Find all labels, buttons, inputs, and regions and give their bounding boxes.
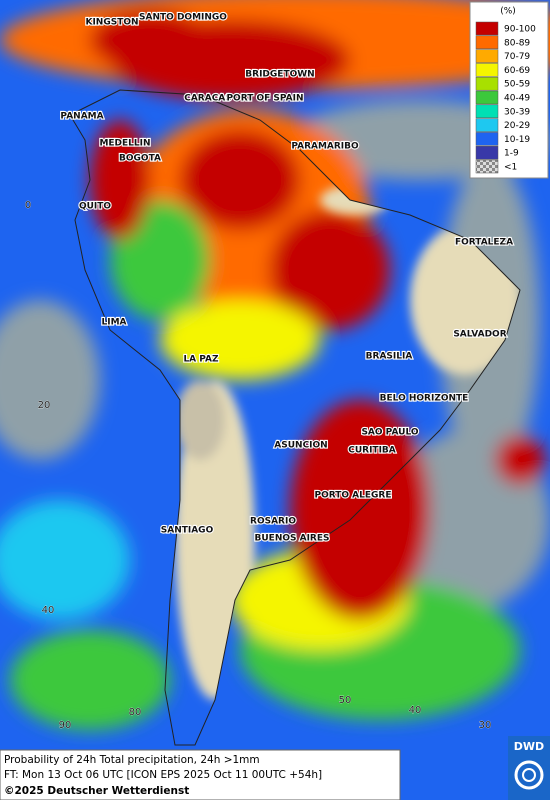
city-label: PORT OF SPAIN	[226, 94, 303, 104]
grid-label: 0	[25, 200, 31, 211]
city-label: SANTO DOMINGO	[139, 13, 227, 23]
caption-line: ©2025 Deutscher Wetterdienst	[4, 785, 189, 797]
legend-swatch	[475, 63, 499, 77]
legend-label: <1	[504, 163, 517, 173]
legend-label: 30-39	[504, 107, 530, 117]
legend-label: 40-49	[504, 94, 530, 104]
city-label: BOGOTA	[119, 154, 161, 164]
city-label: BUENOS AIRES	[255, 534, 330, 544]
city-label: ROSARIO	[250, 517, 296, 527]
legend-label: 1-9	[504, 149, 519, 159]
city-label: PARAMARIBO	[291, 142, 359, 152]
legend-swatch	[475, 104, 499, 119]
city-label: PORTO ALEGRE	[314, 491, 391, 501]
city-label: LA PAZ	[183, 355, 219, 365]
city-label: BELO HORIZONTE	[380, 394, 469, 404]
legend: (%) 90-100 80-89 70-79 60-69 50-59 40-49 30-39…	[469, 1, 549, 179]
logo-text: DWD	[514, 740, 544, 753]
legend-swatch	[475, 159, 499, 174]
city-label: LIMA	[101, 318, 126, 328]
city-label: ASUNCION	[274, 441, 327, 451]
grid-label: 20	[38, 400, 51, 411]
legend-label: 10-19	[504, 135, 530, 145]
grid-label: 40	[42, 605, 55, 616]
legend-label: 50-59	[504, 80, 530, 90]
legend-swatch	[475, 49, 499, 63]
grid-label: 50	[339, 695, 352, 706]
city-label: BRIDGETOWN	[245, 70, 314, 80]
legend-swatch	[475, 118, 499, 132]
logo: DWD	[508, 736, 550, 800]
city-label: SALVADOR	[453, 330, 506, 340]
legend-swatch	[475, 145, 499, 160]
city-label: CARACAS	[184, 94, 232, 104]
grid-label: 40	[409, 705, 422, 716]
legend-title: (%)	[500, 7, 516, 17]
legend-label: 60-69	[504, 66, 530, 76]
city-label: SAO PAULO	[361, 428, 418, 438]
grid-label: 30	[479, 720, 492, 731]
coastline	[69, 89, 521, 746]
grid-label: 90	[59, 720, 72, 731]
city-label: MEDELLIN	[99, 139, 150, 149]
legend-swatch	[475, 35, 499, 50]
logo-icon	[522, 768, 536, 782]
legend-swatch	[475, 90, 499, 105]
legend-label: 70-79	[504, 52, 530, 62]
grid-label: 80	[129, 707, 142, 718]
logo-icon	[514, 760, 544, 790]
legend-swatch	[475, 76, 499, 91]
caption: Probability of 24h Total precipitation, …	[0, 749, 401, 800]
legend-items: 90-100 80-89 70-79 60-69 50-59 40-49 30-39 20-2…	[475, 21, 536, 174]
city-label: KINGSTON	[85, 18, 138, 28]
city-label: FORTALEZA	[455, 238, 513, 248]
city-label: SANTIAGO	[161, 526, 214, 536]
city-label: QUITO	[79, 202, 111, 212]
city-label: CURITIBA	[348, 446, 396, 456]
legend-swatch	[475, 21, 499, 36]
caption-line: Probability of 24h Total precipitation, …	[4, 754, 260, 766]
legend-label: 80-89	[504, 38, 530, 48]
city-label: PANAMA	[60, 112, 103, 122]
caption-box	[0, 749, 401, 800]
legend-swatch	[475, 132, 499, 146]
labels: KINGSTON SANTO DOMINGOBRIDGETOWNCARACASPO…	[25, 11, 515, 731]
legend-label: 90-100	[504, 25, 536, 35]
city-label: BRASILIA	[366, 352, 413, 362]
caption-line: FT: Mon 13 Oct 06 UTC [ICON EPS 2025 Oct…	[4, 769, 322, 781]
legend-label: 20-29	[504, 121, 530, 131]
